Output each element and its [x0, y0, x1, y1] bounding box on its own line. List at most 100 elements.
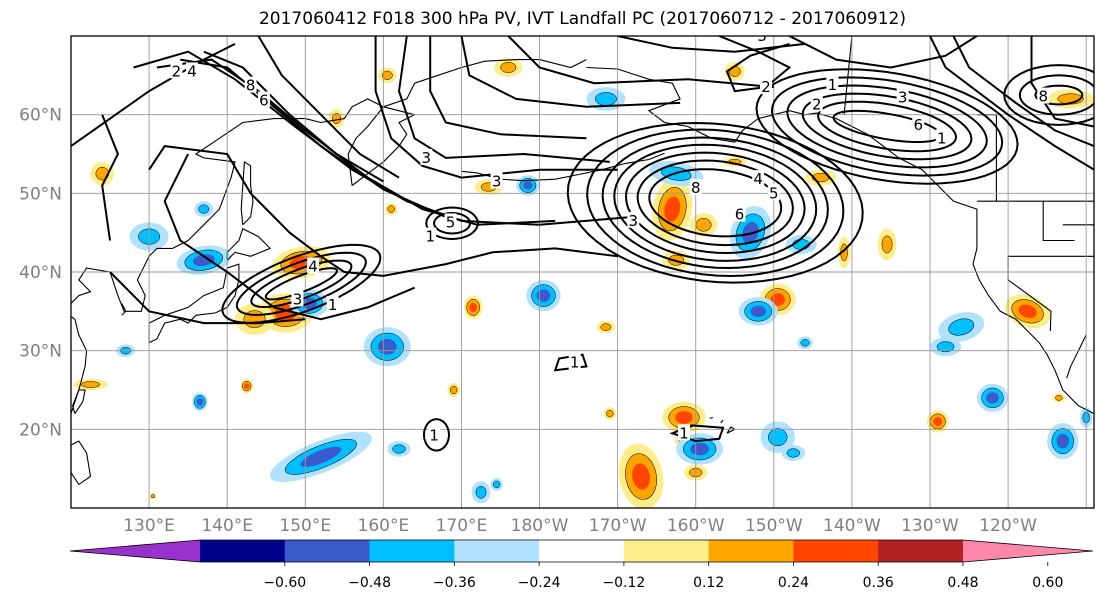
ivt-contour — [422, 418, 451, 452]
contour-label-bg — [424, 227, 437, 244]
pv-anomaly-blob — [269, 431, 372, 483]
pv-anomaly-blob — [926, 410, 949, 433]
ivt-contour — [770, 76, 1004, 177]
contour-label-bg — [326, 296, 339, 313]
pv-anomaly-blob — [73, 378, 108, 391]
pv-anomaly-blob — [490, 478, 503, 491]
x-axis-tick-labels: 130°E 140°E 150°E 160°E 170°E 180°W 170°W 160°W… — [123, 516, 1037, 536]
pv-anomaly-blob — [805, 169, 837, 186]
pv-anomaly-blob — [596, 320, 616, 334]
contour-label-bg — [760, 78, 773, 95]
contour-label: 4 — [753, 170, 763, 188]
ivt-contour — [257, 36, 400, 179]
contour-label-bg — [568, 353, 581, 370]
ivt-contour — [429, 36, 587, 140]
contour-label: 1 — [429, 427, 439, 445]
contour-label: 3 — [757, 27, 767, 45]
contour-label-bg — [244, 76, 257, 93]
contour-label-bg — [186, 62, 199, 79]
colorbar-tick-label: 0.12 — [693, 575, 724, 591]
contour-label-bg — [428, 426, 441, 443]
contour-label: 8 — [1038, 88, 1048, 106]
contour-label: 4 — [308, 257, 318, 275]
colorbar — [69, 539, 1094, 563]
pv-anomaly-blob — [447, 382, 460, 398]
ivt-contour — [755, 68, 1019, 185]
x-tick-label: 150°W — [745, 516, 803, 536]
colorbar-tick-labels: −0.60 −0.48 −0.36 −0.24 −0.12 0.12 0.24 0.36 0.4… — [263, 562, 1063, 591]
x-tick-label: 170°E — [436, 516, 488, 536]
ivt-contour — [235, 251, 367, 316]
contour-label-bg — [752, 170, 765, 187]
contour-label-bg — [627, 211, 640, 228]
ivt-contour — [624, 151, 806, 255]
contour-label: 1 — [828, 76, 838, 94]
ivt-contour-layer — [71, 36, 1094, 452]
colorbar-segment — [708, 540, 794, 562]
colorbar-segment — [369, 540, 455, 562]
contour-label-bg — [307, 257, 320, 274]
contour-label-bg — [420, 148, 433, 165]
colorbar-tick-label: −0.24 — [518, 575, 561, 591]
pv-anomaly-blob — [176, 245, 231, 275]
pv-anomaly-blob — [738, 297, 778, 326]
ivt-contour — [397, 36, 610, 163]
pv-anomaly-blob — [149, 493, 157, 500]
pv-anomaly-blob — [194, 201, 214, 217]
coastline — [240, 160, 254, 226]
coastline — [226, 227, 272, 261]
contour-label: 5 — [769, 184, 779, 202]
y-tick-label: 20°N — [19, 420, 62, 440]
pv-anomaly-blob — [976, 383, 1009, 413]
colorbar-tick-label: 0.24 — [778, 575, 809, 591]
colorbar-tick-label: −0.48 — [348, 575, 391, 591]
pv-anomaly-blob — [234, 303, 275, 335]
pv-anomaly-blob — [676, 433, 724, 465]
colorbar-extend-low — [70, 540, 200, 562]
colorbar-segment — [793, 540, 879, 562]
contour-label-bg — [257, 91, 270, 108]
pv-anomaly-blob — [1047, 89, 1094, 109]
pv-anomaly-blob — [463, 295, 483, 320]
x-tick-label: 160°W — [667, 516, 725, 536]
pv-anomaly-blob — [363, 327, 411, 367]
ivt-contour — [180, 58, 447, 218]
contour-label-bg — [896, 88, 909, 105]
y-tick-label: 60°N — [19, 106, 62, 126]
pv-anomaly-blob — [240, 378, 253, 394]
ivt-contour — [817, 100, 958, 153]
colorbar-segment — [539, 540, 625, 562]
contour-label: 4 — [187, 62, 197, 80]
ivt-contour — [952, 36, 1094, 148]
colorbar-segment — [878, 540, 964, 562]
y-axis-tick-labels: 20°N 30°N 40°N 50°N 60°N — [19, 106, 62, 441]
colorbar-extend-high — [963, 540, 1093, 562]
ivt-contour — [1018, 74, 1094, 116]
pv-anomaly-blob — [471, 481, 491, 504]
y-tick-label: 30°N — [19, 342, 62, 362]
pv-anomaly-blob — [526, 279, 561, 312]
pv-anomaly-blob — [384, 202, 398, 216]
ivt-contour — [601, 136, 829, 270]
contour-label: 1 — [570, 353, 580, 371]
contour-label-bg — [756, 36, 769, 43]
contour-label: 3 — [293, 291, 303, 309]
pv-anomaly-blob — [797, 336, 813, 350]
ivt-contour — [460, 36, 681, 108]
pv-anomaly-blob — [1047, 423, 1079, 460]
coastline — [1066, 334, 1087, 379]
contour-label: 3 — [628, 212, 638, 230]
coastline — [72, 389, 86, 414]
ivt-contour — [801, 92, 973, 161]
pv-anomaly-blob — [192, 392, 208, 412]
contour-label-bg — [826, 75, 839, 92]
contour-label: 1 — [679, 424, 689, 442]
ivt-contour — [1034, 84, 1084, 106]
coastline — [71, 59, 587, 414]
colorbar-segment — [454, 540, 540, 562]
ivt-contour — [613, 143, 818, 262]
pv-anomaly-blob — [90, 161, 114, 186]
coastline — [1042, 201, 1075, 242]
contour-label-bg — [689, 178, 702, 195]
